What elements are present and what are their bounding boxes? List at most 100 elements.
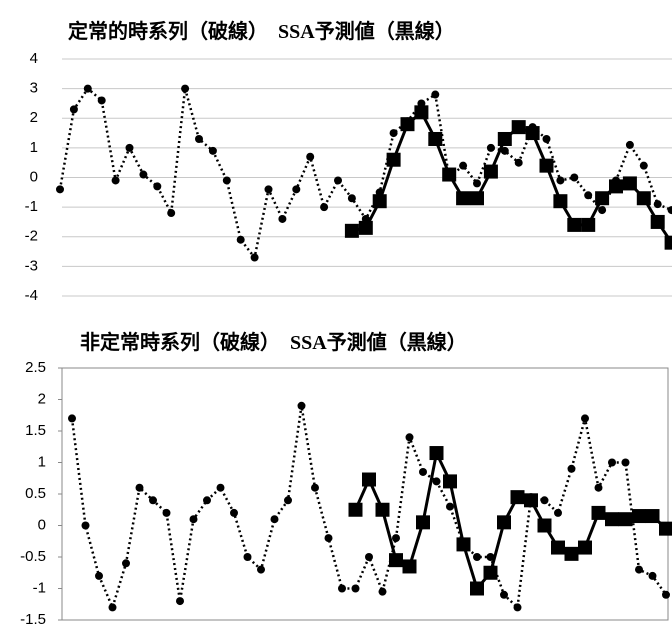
- point-marker: [400, 117, 415, 132]
- point-marker: [419, 467, 427, 476]
- point-marker: [473, 553, 481, 561]
- point-marker: [431, 90, 440, 99]
- point-marker: [230, 508, 238, 517]
- point-marker: [56, 185, 64, 194]
- point-marker: [167, 209, 176, 218]
- point-marker: [525, 126, 540, 141]
- point-marker: [500, 590, 508, 599]
- point-marker: [334, 176, 342, 185]
- point-marker: [278, 214, 287, 223]
- point-marker: [567, 464, 576, 473]
- point-marker: [524, 493, 538, 508]
- plot-frame: [61, 367, 669, 621]
- y-tick-label: 2: [38, 390, 46, 407]
- y-tick-label: -1.5: [20, 611, 46, 628]
- point-marker: [456, 537, 471, 552]
- point-marker: [416, 515, 430, 530]
- point-marker: [470, 191, 484, 206]
- point-marker: [653, 200, 662, 209]
- point-marker: [605, 512, 619, 527]
- point-marker: [648, 571, 657, 580]
- point-marker: [389, 553, 403, 568]
- point-marker: [414, 105, 429, 120]
- point-marker: [203, 496, 211, 505]
- point-marker: [162, 508, 171, 517]
- point-marker: [284, 496, 292, 505]
- chart-title: 非定常時系列（破線） SSA予測値（黒線）: [80, 330, 467, 354]
- point-marker: [570, 173, 579, 182]
- point-marker: [429, 446, 444, 461]
- point-marker: [667, 206, 672, 215]
- point-marker: [432, 477, 441, 486]
- point-marker: [270, 515, 279, 524]
- y-tick-label: -1: [33, 579, 46, 596]
- point-marker: [176, 597, 184, 606]
- point-marker: [537, 518, 552, 533]
- point-marker: [664, 235, 672, 250]
- point-marker: [483, 164, 498, 179]
- y-tick-label: 4: [30, 50, 38, 67]
- point-marker: [584, 191, 593, 200]
- point-marker: [594, 483, 603, 492]
- y-tick-label: -3: [25, 257, 38, 274]
- point-marker: [236, 235, 245, 244]
- point-marker: [459, 161, 468, 170]
- point-marker: [389, 129, 398, 138]
- point-marker: [659, 521, 672, 536]
- point-marker: [632, 509, 646, 524]
- point-marker: [514, 158, 523, 167]
- point-marker: [125, 143, 134, 152]
- point-marker: [591, 505, 606, 520]
- point-marker: [556, 176, 565, 185]
- series-line: [70, 404, 668, 609]
- point-marker: [443, 474, 457, 489]
- point-marker: [111, 176, 120, 185]
- point-marker: [595, 191, 610, 206]
- point-marker: [149, 496, 157, 505]
- point-marker: [497, 131, 512, 146]
- point-marker: [513, 603, 522, 612]
- point-marker: [311, 483, 319, 492]
- point-marker: [392, 534, 400, 543]
- point-marker: [542, 134, 551, 143]
- point-marker: [598, 206, 607, 215]
- point-marker: [122, 559, 130, 568]
- point-marker: [581, 414, 589, 423]
- y-tick-label: -1: [25, 198, 38, 215]
- point-marker: [292, 185, 301, 194]
- point-marker: [510, 490, 525, 505]
- point-marker: [442, 167, 457, 182]
- point-marker: [554, 508, 562, 517]
- point-marker: [348, 502, 363, 517]
- point-marker: [446, 502, 454, 511]
- point-marker: [636, 191, 651, 206]
- y-tick-label: 0: [30, 168, 38, 185]
- point-marker: [69, 105, 78, 114]
- point-marker: [456, 191, 471, 206]
- point-marker: [486, 553, 495, 561]
- point-marker: [578, 540, 592, 555]
- point-marker: [97, 96, 106, 105]
- point-marker: [372, 194, 387, 209]
- point-marker: [365, 553, 373, 561]
- point-marker: [428, 131, 443, 146]
- point-marker: [635, 565, 643, 574]
- point-marker: [243, 553, 252, 561]
- point-marker: [83, 84, 92, 93]
- y-tick-label: 2.5: [25, 359, 46, 376]
- point-marker: [650, 214, 665, 229]
- point-marker: [564, 546, 579, 561]
- y-tick-label: 2: [30, 109, 38, 126]
- point-marker: [108, 603, 117, 612]
- point-marker: [320, 203, 329, 212]
- point-marker: [625, 140, 634, 149]
- point-marker: [581, 217, 596, 232]
- point-marker: [362, 472, 376, 487]
- point-marker: [358, 220, 373, 235]
- point-marker: [351, 584, 360, 593]
- y-tick-label: 0.5: [25, 485, 46, 502]
- point-marker: [208, 146, 217, 155]
- point-marker: [324, 534, 333, 543]
